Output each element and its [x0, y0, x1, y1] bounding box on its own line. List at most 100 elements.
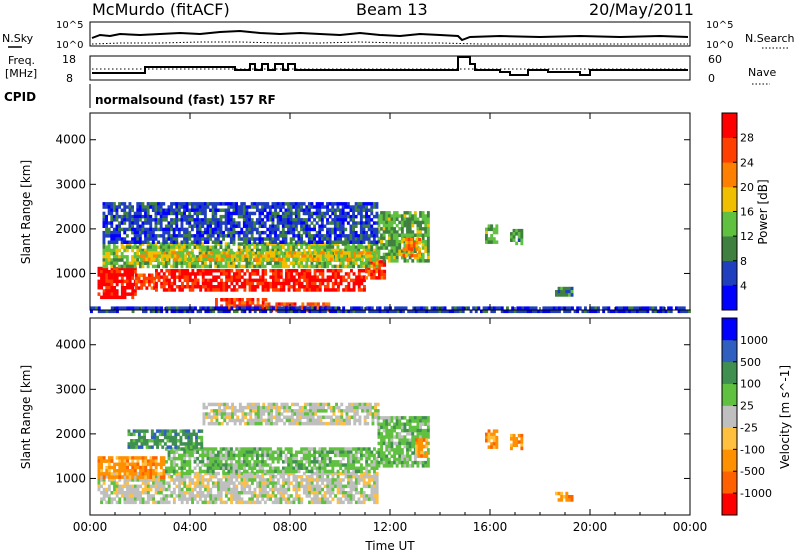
power-cell [131, 255, 134, 259]
power-cell [206, 230, 210, 235]
power-cell [659, 309, 663, 314]
power-cell [262, 254, 266, 258]
power-cell [138, 202, 142, 206]
power-cell [229, 234, 233, 238]
power-cell [421, 227, 425, 231]
power-cell [562, 290, 566, 294]
power-cell [149, 218, 153, 222]
power-cell [271, 237, 275, 241]
velocity-cell [178, 484, 181, 489]
power-cell [331, 202, 335, 206]
power-cell [641, 309, 645, 314]
power-cell [390, 239, 394, 244]
power-cell [349, 258, 353, 262]
power-cell [209, 221, 212, 225]
power-cell [359, 208, 363, 212]
velocity-cell [235, 487, 239, 492]
power-cell [382, 259, 386, 263]
power-cell [201, 208, 205, 212]
velocity-cell [289, 463, 293, 467]
velocity-cell [191, 478, 194, 482]
power-cell [227, 269, 231, 273]
power-cell [250, 218, 254, 222]
power-cell [359, 237, 363, 241]
velocity-cell [100, 459, 103, 463]
power-cell [421, 259, 425, 263]
power-cell [361, 257, 364, 262]
power-cell [105, 258, 108, 262]
velocity-cell [159, 500, 163, 505]
power-cell [219, 221, 223, 225]
power-cell [209, 309, 213, 314]
power-cell [110, 202, 114, 206]
power-cell [282, 309, 286, 314]
power-cell [323, 211, 327, 216]
power-cell [220, 281, 223, 286]
velocity-cell [365, 453, 369, 458]
power-cell [307, 234, 311, 238]
velocity-cell [266, 456, 270, 461]
power-cell [407, 250, 411, 255]
power-cell [333, 227, 337, 232]
power-cell [517, 228, 521, 233]
power-cell [610, 309, 613, 314]
velocity-cell [295, 497, 298, 501]
velocity-cell [287, 500, 291, 505]
power-cell [228, 251, 232, 255]
power-cell [352, 245, 355, 249]
velocity-cell [289, 460, 293, 464]
velocity-cell [315, 466, 319, 470]
velocity-cell [276, 469, 280, 474]
velocity-cell [230, 456, 233, 461]
velocity-cell [222, 481, 226, 485]
velocity-cell [144, 500, 148, 505]
power-cell [118, 227, 121, 232]
velocity-cell [315, 471, 319, 476]
velocity-cell [373, 487, 376, 492]
power-cell [313, 248, 316, 253]
power-cell [597, 306, 600, 310]
power-cell [433, 306, 437, 310]
velocity-cell [245, 447, 249, 451]
power-cell [162, 245, 166, 249]
power-cell [362, 240, 366, 244]
power-cell [138, 264, 142, 269]
power-cell [326, 269, 330, 273]
velocity-cell [287, 450, 291, 454]
velocity-cell [113, 475, 116, 479]
power-cell [159, 214, 163, 219]
power-cell [180, 261, 184, 265]
velocity-cell [266, 494, 270, 498]
power-cell [297, 205, 301, 209]
power-cell [367, 234, 371, 238]
power-cell [302, 218, 306, 222]
power-cell [210, 251, 214, 255]
power-cell [340, 251, 344, 255]
power-cell [181, 306, 184, 310]
power-cell [203, 214, 207, 219]
power-cell [416, 255, 420, 260]
power-cell [395, 223, 399, 228]
velocity-cell [165, 494, 168, 498]
power-cell [387, 214, 391, 218]
power-cell [100, 266, 103, 271]
power-cell [277, 288, 281, 292]
velocity-cell [310, 460, 314, 464]
power-cell [159, 221, 163, 225]
velocity-cell [162, 462, 166, 467]
power-cell [133, 261, 137, 265]
power-cell [173, 309, 177, 314]
velocity-cell [326, 487, 330, 492]
power-cell [168, 269, 171, 273]
power-cell [255, 237, 259, 241]
power-cell [287, 281, 291, 286]
power-cell [123, 261, 127, 265]
power-cell [303, 309, 307, 314]
power-cell [216, 218, 220, 222]
power-cell [329, 269, 333, 273]
power-cell [188, 237, 192, 241]
power-cell [352, 306, 356, 310]
velocity-cell [339, 447, 343, 451]
power-cell [227, 218, 231, 222]
power-cell [190, 240, 194, 244]
